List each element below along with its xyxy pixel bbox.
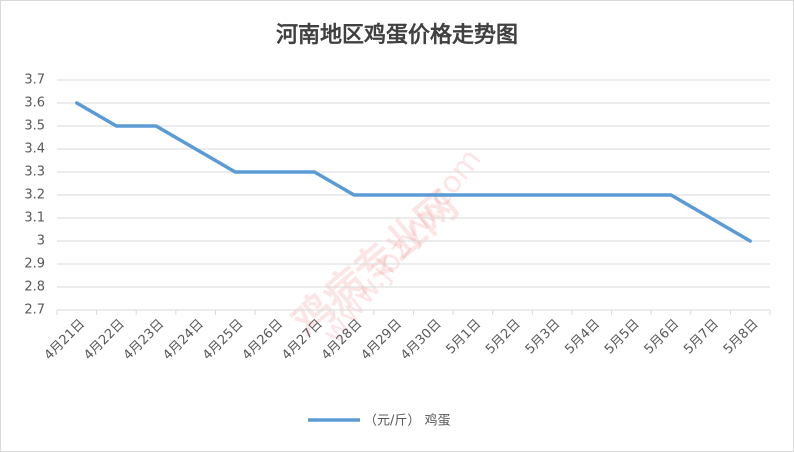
y-tick-label: 3.5 [24,119,45,134]
y-tick-label: 3.2 [24,188,45,203]
y-tick-label: 2.7 [24,303,45,318]
y-tick-label: 2.8 [24,280,45,295]
line [75,101,752,243]
chart-title: 河南地区鸡蛋价格走势图 [276,22,518,48]
legend-label: （元/斤） 鸡蛋 [364,413,451,429]
y-tick-label: 3.1 [24,211,45,226]
y-tick-label: 3.6 [24,96,45,111]
y-tick-label: 3.4 [24,142,45,157]
y-tick-label: 3.7 [24,73,45,88]
y-tick-label: 3.3 [24,165,45,180]
y-tick-label: 3 [37,234,45,249]
y-tick-label: 2.9 [24,257,45,272]
